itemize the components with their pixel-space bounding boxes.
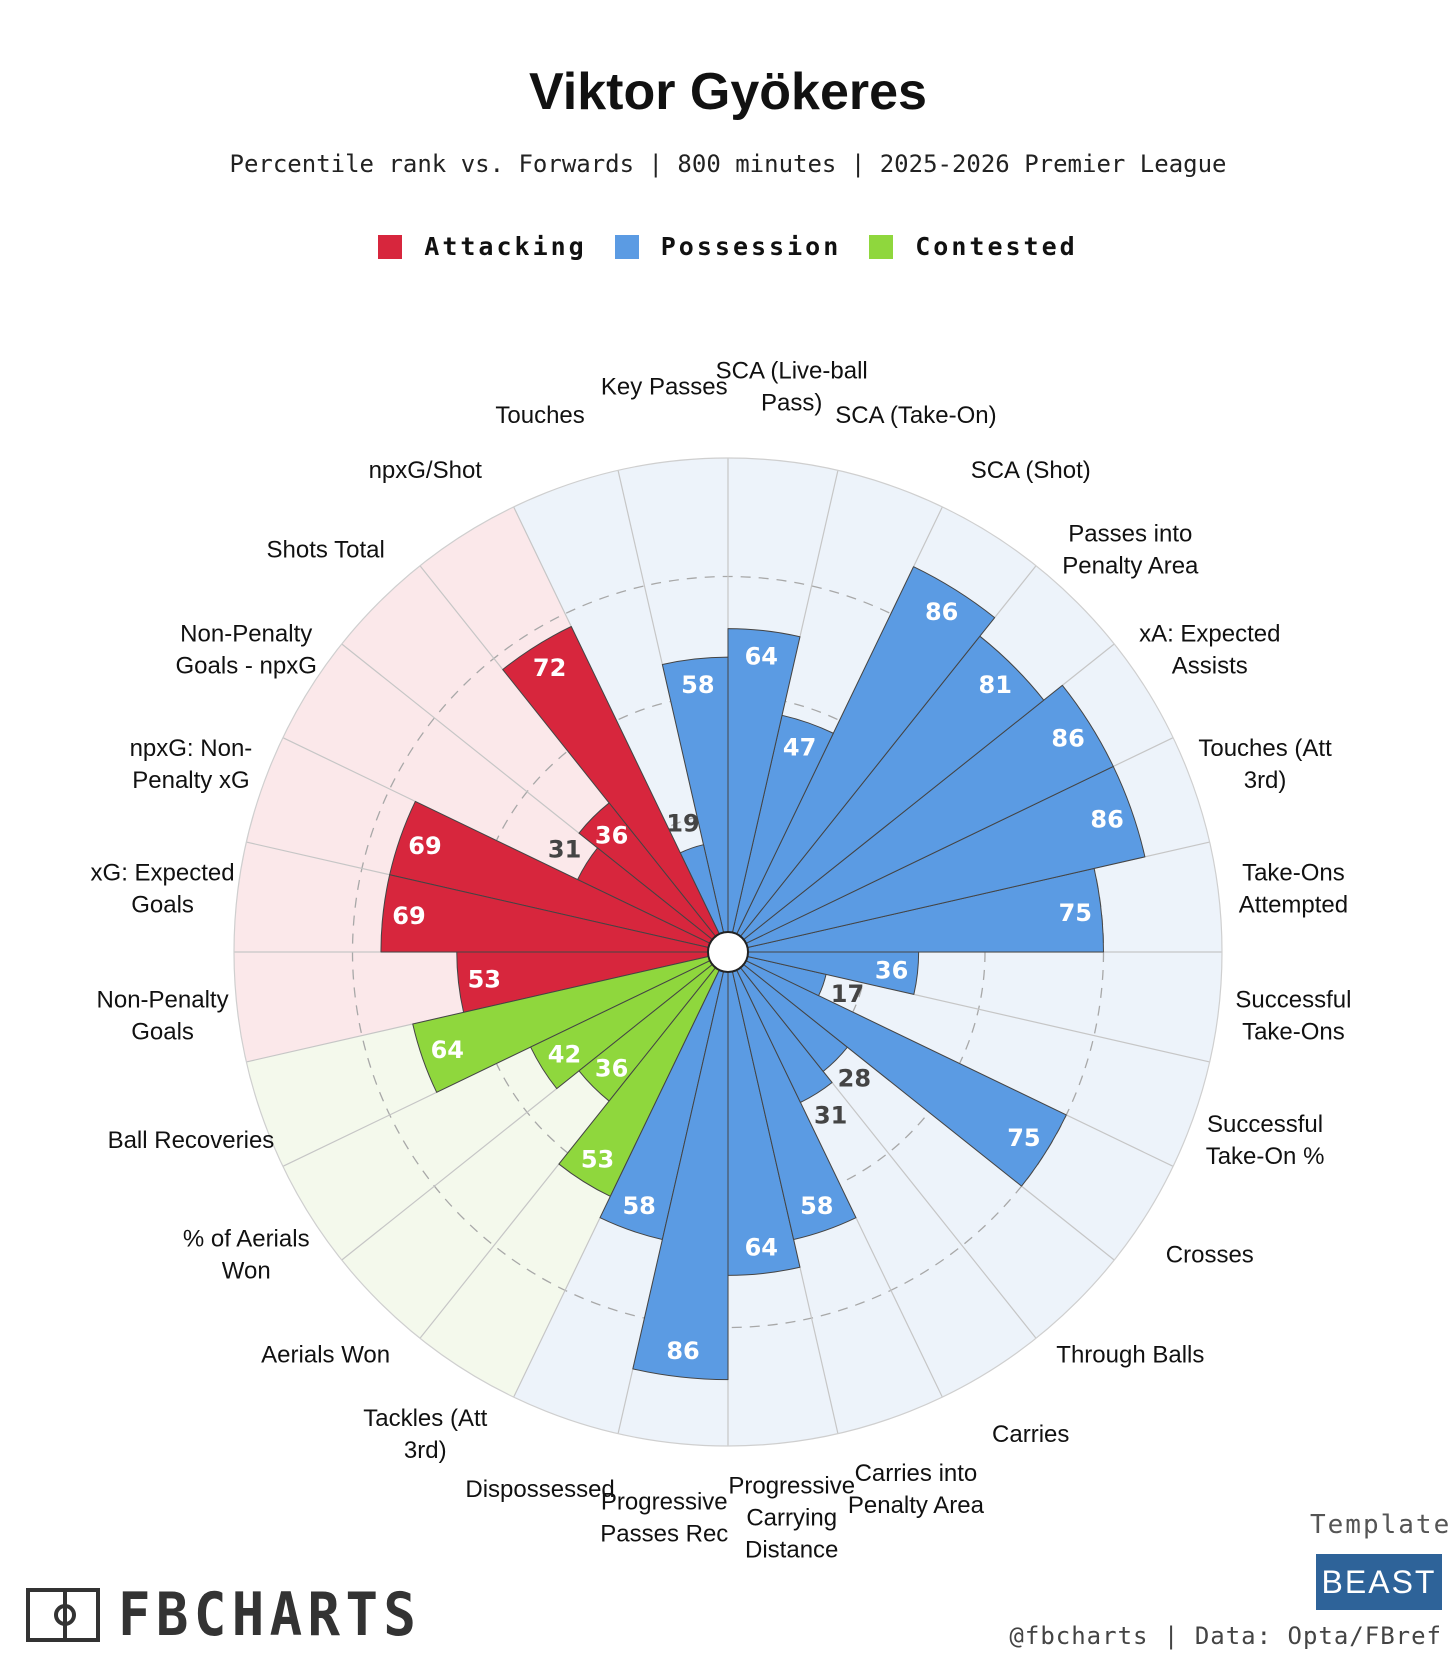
legend-label-possession: Possession [660, 232, 842, 261]
metric-label-carries: Carries [992, 1421, 1069, 1448]
logo-text: FBCHARTS [118, 1580, 422, 1650]
value-label-progressive-carrying-distance: 64 [745, 1233, 778, 1261]
value-label-successful-take-on: 17 [831, 980, 864, 1008]
legend-label-attacking: Attacking [424, 232, 587, 261]
value-label-xg-expected-goals: 69 [392, 902, 425, 930]
value-label-aerials-won: 36 [595, 1054, 628, 1082]
metric-label-ball-recoveries: Ball Recoveries [108, 1127, 275, 1154]
metric-label-touches-att-3rd: Touches (Att 3rd) [1198, 735, 1332, 794]
value-label-touches: 19 [666, 810, 699, 838]
legend-item-contested: Contested [869, 232, 1077, 261]
metric-label-touches: Touches [495, 402, 584, 429]
value-label-xa-expected-assists: 86 [1051, 724, 1084, 752]
metric-label-shots-total: Shots Total [267, 537, 385, 564]
value-label-tackles-att-3rd: 53 [581, 1146, 614, 1174]
value-label-sca-shot: 86 [925, 598, 958, 626]
metric-label-take-ons-attempted: Take-Ons Attempted [1239, 859, 1348, 918]
value-label-successful-take-ons: 36 [875, 956, 908, 984]
metric-label-crosses: Crosses [1166, 1242, 1254, 1269]
value-label-ball-recoveries: 64 [431, 1036, 464, 1064]
value-label-carries: 31 [814, 1101, 847, 1129]
metric-label-successful-take-on: Successful Take-On % [1206, 1111, 1325, 1170]
legend: Attacking Possession Contested [0, 232, 1456, 261]
value-label-progressive-passes-rec: 86 [666, 1337, 699, 1365]
pitch-icon [26, 1588, 100, 1642]
metric-label-progressive-passes-rec: Progressive Passes Rec [600, 1488, 728, 1547]
metric-label-carries-into-penalty-area: Carries into Penalty Area [848, 1460, 985, 1519]
value-label-touches-att-3rd: 86 [1090, 805, 1123, 833]
chart-subtitle: Percentile rank vs. Forwards | 800 minut… [229, 150, 1227, 178]
metric-label-passes-into-penalty-area: Passes into Penalty Area [1062, 521, 1199, 580]
metric-label-aerials-won: Aerials Won [261, 1341, 390, 1368]
value-label-npxg-non-penalty-xg: 69 [408, 832, 441, 860]
value-label-carries-into-penalty-area: 58 [800, 1192, 833, 1220]
data-credit: @fbcharts | Data: Opta/FBref [1009, 1622, 1442, 1650]
value-label-dispossessed: 58 [622, 1192, 655, 1220]
metric-label-npxg-non-penalty-xg: npxG: Non-Penalty xG [130, 735, 253, 794]
legend-label-contested: Contested [915, 232, 1078, 261]
legend-item-possession: Possession [614, 232, 842, 261]
legend-swatch-contested [869, 234, 894, 259]
sector-bg-touches [513, 470, 724, 934]
metric-label-sca-take-on: SCA (Take-On) [835, 402, 996, 429]
metric-label-tackles-att-3rd: Tackles (Att 3rd) [363, 1405, 487, 1464]
metric-label-successful-take-ons: Successful Take-Ons [1235, 987, 1351, 1046]
fbcharts-logo: FBCHARTS [26, 1580, 455, 1650]
value-label-sca-live-ball-pass: 64 [745, 643, 778, 671]
template-label: Template [1310, 1510, 1452, 1540]
metric-label-key-passes: Key Passes [601, 374, 728, 401]
value-label-passes-into-penalty-area: 81 [979, 671, 1012, 699]
metric-label-xa-expected-assists: xA: Expected Assists [1139, 620, 1280, 679]
metric-label-progressive-carrying-distance: Progressive Carrying Distance [728, 1472, 855, 1563]
legend-swatch-attacking [378, 234, 403, 259]
value-label-sca-take-on: 47 [783, 733, 816, 761]
value-label-take-ons-attempted: 75 [1059, 899, 1092, 927]
metric-label-sca-shot: SCA (Shot) [971, 457, 1091, 484]
value-label-shots-total: 36 [595, 822, 628, 850]
value-label-non-penalty-goals-npxg: 31 [548, 835, 581, 863]
sector-bg-successful-take-on [746, 956, 1210, 1167]
legend-item-attacking: Attacking [378, 232, 586, 261]
metric-label-npxg-shot: npxG/Shot [369, 457, 483, 484]
value-label-npxg-shot: 72 [533, 654, 566, 682]
legend-swatch-possession [614, 234, 639, 259]
metric-label-xg-expected-goals: xG: Expected Goals [91, 859, 235, 918]
metric-label-of-aerials-won: % of Aerials Won [183, 1226, 310, 1285]
value-label-crosses: 75 [1007, 1124, 1040, 1152]
metric-label-non-penalty-goals: Non-Penalty Goals [97, 987, 229, 1046]
outer-ring [233, 457, 1223, 1447]
metric-label-non-penalty-goals-npxg: Non-Penalty Goals - npxG [176, 620, 317, 679]
value-label-non-penalty-goals: 53 [468, 965, 501, 993]
value-label-of-aerials-won: 42 [548, 1041, 581, 1069]
template-badge: BEAST [1316, 1554, 1442, 1610]
value-label-through-balls: 28 [838, 1064, 871, 1092]
metric-label-dispossessed: Dispossessed [465, 1476, 614, 1503]
center-hub [707, 931, 749, 973]
chart-title: Viktor Gyökeres [529, 63, 927, 121]
metric-label-through-balls: Through Balls [1056, 1341, 1204, 1368]
metric-label-sca-live-ball-pass: SCA (Live-ball Pass) [716, 358, 868, 417]
value-label-key-passes: 58 [681, 671, 714, 699]
